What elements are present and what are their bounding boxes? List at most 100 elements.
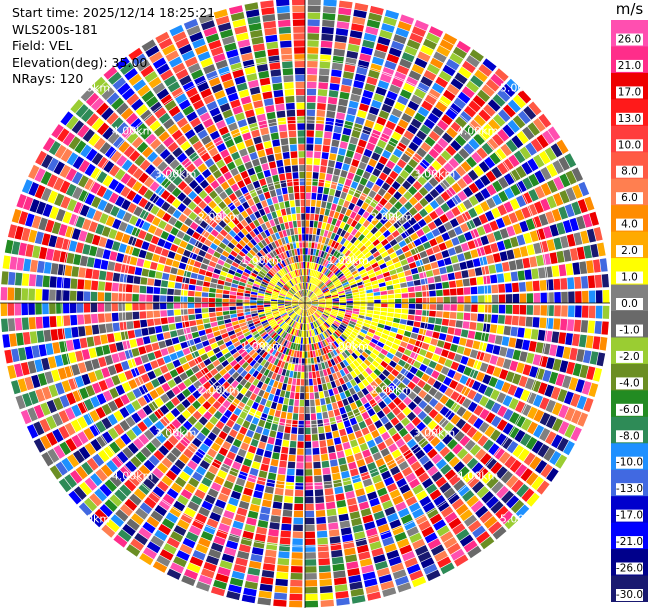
range-gate [253,432,261,441]
range-gate [99,504,113,518]
range-gate [338,292,346,296]
range-gate [163,75,177,87]
range-gate [240,351,248,358]
range-gate [337,422,345,430]
range-gate [421,257,430,265]
range-gate [98,236,108,248]
range-gate [236,392,244,401]
range-gate [473,237,483,248]
range-gate [15,395,26,410]
range-gate [344,448,353,457]
range-gate [349,165,357,174]
range-gate [265,147,274,156]
range-gate [226,326,234,332]
range-gate [331,466,340,474]
range-gate [232,18,246,28]
range-gate [414,112,426,123]
range-gate [455,214,465,225]
range-gate [314,144,322,152]
range-gate [124,68,138,81]
range-gate [124,479,137,492]
range-gate [180,303,188,309]
range-gate [305,580,318,587]
range-gate [569,217,579,232]
range-gate [307,290,311,297]
range-gate [64,407,76,421]
range-gate [374,230,382,239]
range-gate [328,284,335,290]
range-gate [359,245,367,252]
range-gate [478,213,489,225]
range-gate [206,174,216,184]
range-gate [362,126,372,135]
range-gate [492,253,501,263]
range-gate [166,389,176,400]
range-gate [512,115,526,129]
range-gate [232,208,240,217]
range-gate [112,272,121,282]
range-gate [223,372,231,381]
range-gate [470,75,484,88]
range-gate [281,237,286,245]
range-gate [305,517,315,525]
range-gate [257,404,265,413]
range-gate [306,123,315,130]
range-gate [424,153,435,164]
range-gate [222,109,233,119]
range-gate [428,88,441,100]
range-gate [272,83,283,91]
range-gate [347,107,357,116]
range-gate [69,290,77,301]
range-gate [346,217,354,225]
range-gate [219,343,227,351]
range-gate [142,417,153,428]
range-gate [126,518,140,531]
range-gate [211,83,223,94]
range-gate [289,289,295,295]
range-gate [14,317,23,331]
range-gate [242,236,250,244]
range-gate [305,600,319,608]
range-gate [150,437,162,449]
range-gate [278,305,285,307]
range-gate [486,184,497,196]
range-gate [118,293,125,302]
range-gate [354,231,362,239]
range-gate [118,351,127,362]
range-gate [170,482,183,494]
range-gate [182,196,192,206]
range-gate [309,227,313,235]
range-gate [337,14,351,23]
range-gate [131,347,140,357]
range-gate [182,185,193,196]
range-gate [594,274,603,288]
range-gate [40,402,51,416]
range-gate [135,507,149,520]
range-gate [478,128,490,141]
range-gate [307,351,311,358]
range-gate [262,14,276,22]
range-gate [8,271,16,285]
range-gate [341,279,348,285]
range-gate [135,104,148,116]
range-gate [384,211,393,220]
range-gate [280,453,288,461]
range-gate [318,235,323,243]
range-gate [274,326,281,332]
range-gate [326,110,336,119]
range-gate [500,143,512,157]
range-gate [305,275,307,283]
range-gate [311,301,319,303]
range-gate [88,221,98,233]
range-gate [410,267,419,275]
range-gate [35,150,47,166]
range-gate [313,385,319,392]
range-gate [204,372,213,381]
range-gate [257,241,265,249]
range-gate [417,106,430,117]
range-gate [209,190,218,200]
range-gate [97,292,105,302]
range-gate [84,178,95,191]
range-gate [297,371,301,379]
range-gate [218,210,227,219]
